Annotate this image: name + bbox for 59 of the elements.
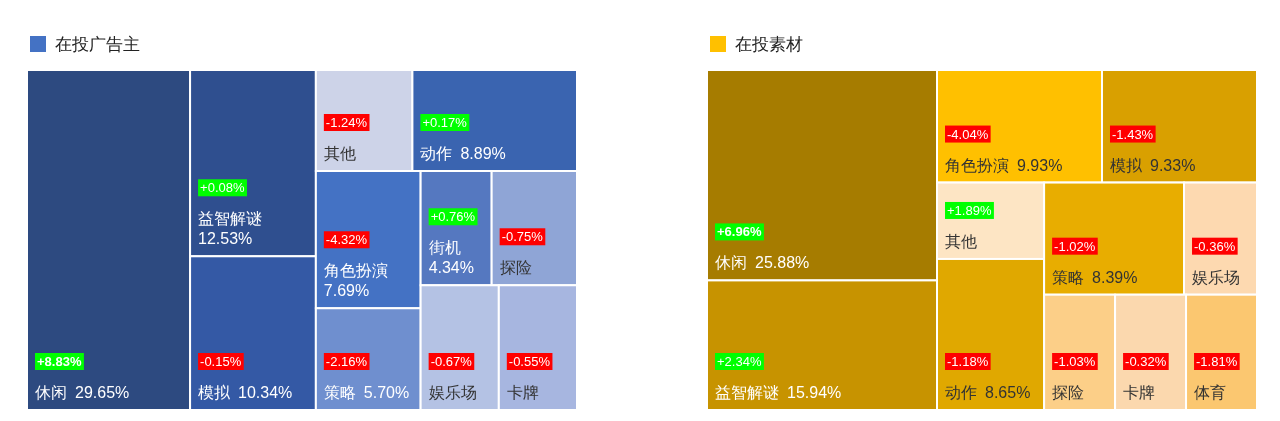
category-label: 益智解谜: [715, 384, 779, 401]
data-label: 12.53%: [198, 230, 253, 248]
data-label: -0.32%: [1125, 354, 1167, 369]
data-label: -1.81%: [1196, 354, 1238, 369]
category-label: 其他: [945, 232, 978, 250]
category-label: 休闲: [715, 254, 747, 272]
category-label: 娱乐场: [1192, 268, 1241, 286]
data-label: +8.83%: [37, 354, 82, 369]
data-label: -1.18%: [947, 354, 989, 369]
data-label: 8.65%: [985, 384, 1031, 401]
data-label: -0.36%: [1194, 238, 1236, 254]
category-label: 休闲: [35, 384, 67, 401]
category-label: 策略: [1052, 268, 1085, 286]
data-label: +2.34%: [717, 354, 762, 369]
data-label: -0.75%: [501, 229, 544, 245]
data-label: 25.88%: [755, 254, 810, 272]
data-label: 9.93%: [1017, 156, 1063, 174]
data-label: 5.70%: [363, 384, 410, 401]
category-label: 动作: [945, 384, 978, 401]
text: 在投素材: [735, 35, 803, 54]
text: 在投广告主: [55, 35, 140, 54]
data-label: 15.94%: [787, 384, 842, 401]
category-label: 卡牌: [506, 384, 539, 401]
data-label: +0.17%: [422, 115, 468, 130]
category-label: 策略: [323, 384, 356, 401]
category-label: 探险: [499, 259, 532, 277]
category-label: 其他: [323, 145, 356, 162]
data-label: +6.96%: [717, 224, 762, 240]
category-label: 娱乐场: [428, 384, 477, 401]
category-label: 模拟: [1109, 156, 1143, 174]
data-label: 10.34%: [238, 384, 293, 401]
category-label: 卡牌: [1123, 384, 1156, 401]
data-label: -1.43%: [1111, 126, 1154, 142]
data-label: 8.89%: [460, 145, 506, 162]
data-label: +0.08%: [200, 180, 245, 196]
data-label: -0.15%: [200, 354, 242, 369]
data-label: -1.03%: [1054, 354, 1096, 369]
data-label: 9.33%: [1149, 156, 1196, 174]
data-label: -1.24%: [325, 115, 368, 130]
data-label: -4.04%: [947, 126, 989, 142]
category-label: 探险: [1052, 384, 1085, 401]
data-label: -0.67%: [430, 354, 473, 369]
data-label: 8.39%: [1092, 268, 1138, 286]
data-label: +0.76%: [430, 209, 476, 225]
category-label: 体育: [1194, 384, 1227, 401]
data-label: 29.65%: [75, 384, 130, 401]
category-label: 动作: [420, 145, 453, 162]
data-label: 4.34%: [428, 259, 474, 277]
category-label: 益智解谜: [198, 210, 263, 228]
data-label: -0.55%: [508, 354, 551, 369]
category-label: 角色扮演: [323, 262, 388, 280]
data-label: -1.02%: [1054, 238, 1096, 254]
data-label: -2.16%: [325, 354, 368, 369]
data-label: 7.69%: [323, 282, 370, 300]
data-label: -4.32%: [325, 232, 368, 248]
data-label: +1.89%: [947, 202, 992, 218]
category-label: 模拟: [198, 384, 232, 401]
category-label: 街机: [428, 239, 461, 257]
category-label: 角色扮演: [945, 156, 1010, 174]
